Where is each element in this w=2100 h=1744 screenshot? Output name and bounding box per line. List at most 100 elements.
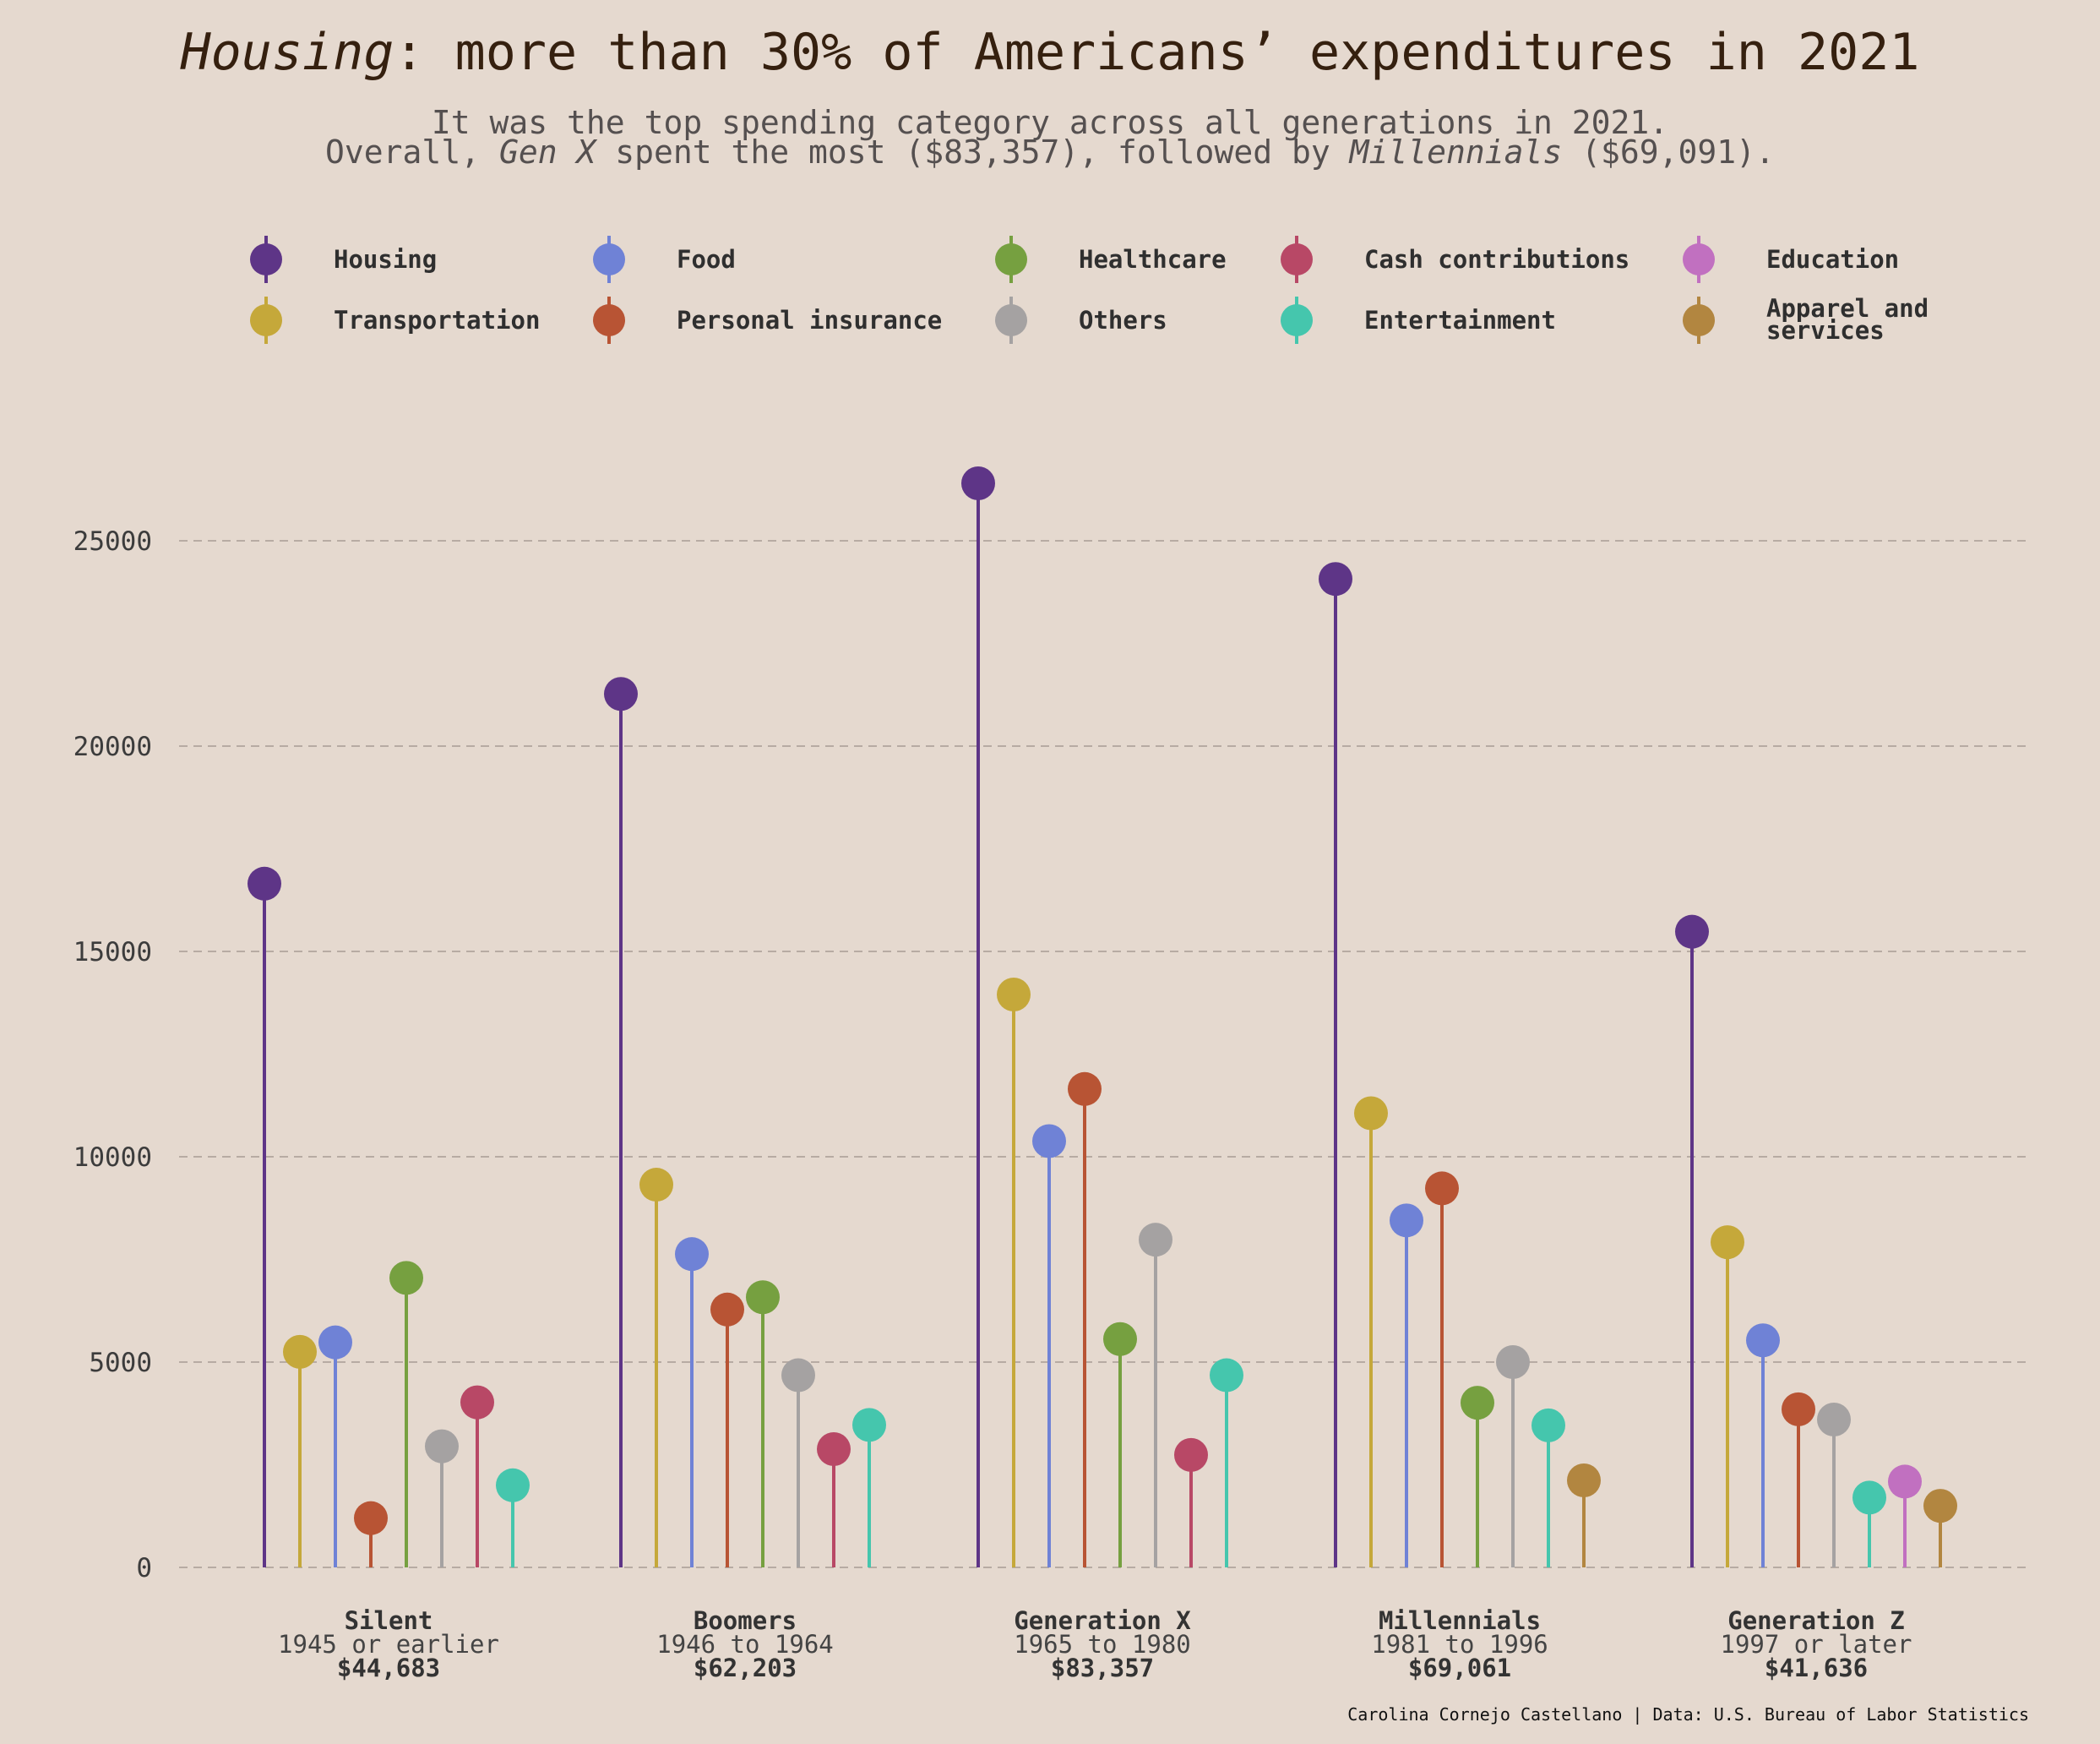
legend-dot (995, 243, 1027, 275)
point-transportation (1354, 1096, 1388, 1131)
legend-dot (1683, 304, 1715, 336)
legend-dot (593, 243, 625, 275)
legend-item-housing: Housing (250, 236, 437, 283)
point-cash-contributions (1174, 1437, 1208, 1472)
point-others (425, 1429, 459, 1463)
legend-label: Housing (334, 245, 437, 274)
point-entertainment (852, 1408, 886, 1442)
group-total: $83,357 (1051, 1654, 1154, 1682)
point-healthcare (1103, 1322, 1137, 1356)
y-tick-label: 10000 (73, 1142, 152, 1173)
group-total: $41,636 (1765, 1654, 1868, 1682)
legend-dot (1281, 243, 1313, 275)
legend-item-healthcare: Healthcare (995, 236, 1227, 283)
point-food (1746, 1323, 1780, 1358)
point-entertainment (1531, 1408, 1565, 1442)
legend-label: Entertainment (1364, 306, 1556, 335)
point-healthcare (389, 1261, 423, 1295)
source-caption: Carolina Cornejo Castellano | Data: U.S.… (1347, 1704, 2029, 1725)
legend-item-education: Education (1683, 236, 1899, 283)
legend-dot (995, 304, 1027, 336)
legend-item-entertainment: Entertainment (1281, 297, 1556, 344)
legend-dot (250, 243, 282, 275)
legend-item-transportation: Transportation (250, 297, 540, 344)
legend-dot (250, 304, 282, 336)
subtitle-gen-x: Gen X (499, 134, 598, 171)
y-tick-label: 25000 (73, 526, 152, 557)
subtitle-line-2: Overall, Gen X spent the most ($83,357),… (325, 134, 1775, 171)
point-housing (1319, 562, 1352, 597)
group-name: Boomers (694, 1606, 797, 1635)
y-tick-label: 5000 (89, 1348, 152, 1378)
point-entertainment (1210, 1358, 1243, 1392)
point-personal-insurance (1068, 1071, 1102, 1106)
point-housing (961, 466, 995, 500)
legend-label: Apparel and services (1766, 294, 1929, 345)
point-personal-insurance (1425, 1171, 1459, 1206)
legend-dot (1281, 304, 1313, 336)
y-tick-label: 0 (136, 1553, 152, 1583)
marks (248, 466, 1957, 1567)
subtitle-part: ($69,091). (1562, 134, 1775, 171)
group-generation-z (1675, 914, 1957, 1567)
legend-label: Healthcare (1079, 245, 1227, 274)
point-cash-contributions (460, 1385, 494, 1420)
legend-dot (593, 304, 625, 336)
point-housing (604, 677, 638, 711)
group-boomers (604, 677, 886, 1567)
title-emphasis: Housing (179, 23, 394, 82)
group-total: $62,203 (694, 1654, 797, 1682)
group-total: $44,683 (337, 1654, 440, 1682)
group-total: $69,061 (1408, 1654, 1511, 1682)
group-years: 1965 to 1980 (1014, 1630, 1191, 1659)
point-apparel-and-services (1923, 1489, 1957, 1523)
group-years: 1946 to 1964 (656, 1630, 834, 1659)
legend-label: Others (1079, 306, 1167, 335)
point-food (675, 1237, 709, 1272)
point-education (1888, 1464, 1922, 1499)
y-tick-label: 15000 (73, 937, 152, 967)
y-tick-label: 20000 (73, 732, 152, 762)
point-entertainment (496, 1468, 530, 1502)
point-transportation (639, 1168, 673, 1202)
point-food (1032, 1124, 1066, 1158)
subtitle-millennials: Millennials (1348, 134, 1563, 171)
group-name: Generation Z (1727, 1606, 1905, 1635)
legend-dot (1683, 243, 1715, 275)
group-name: Generation X (1014, 1606, 1191, 1635)
legend-label: Personal insurance (677, 306, 942, 335)
legend-label: Food (677, 245, 736, 274)
point-cash-contributions (817, 1432, 851, 1467)
group-years: 1997 or later (1721, 1630, 1912, 1659)
legend: Housing Food Healthcare Cash contributions E… (250, 236, 1929, 345)
group-name: Silent (345, 1606, 433, 1635)
point-personal-insurance (710, 1292, 744, 1327)
chart-title: Housing: more than 30% of Americans’ exp… (179, 23, 1919, 82)
point-personal-insurance (1782, 1392, 1815, 1426)
legend-item-others: Others (995, 297, 1167, 344)
point-others (1496, 1345, 1530, 1379)
legend-item-personal-insurance: Personal insurance (593, 297, 942, 344)
legend-label: Cash contributions (1364, 245, 1629, 274)
title-rest: : more than 30% of Americans’ expenditur… (394, 23, 1919, 82)
point-healthcare (746, 1280, 780, 1315)
legend-label: Transportation (334, 306, 540, 335)
group-years: 1945 or earlier (278, 1630, 499, 1659)
grid: 0 5000 10000 15000 20000 25000 (73, 526, 2029, 1583)
subtitle-part: spent the most ($83,357), followed by (596, 134, 1349, 171)
legend-item-food: Food (593, 236, 736, 283)
legend-item-cash-contributions: Cash contributions (1281, 236, 1629, 283)
group-years: 1981 to 1996 (1371, 1630, 1548, 1659)
point-others (781, 1358, 815, 1392)
legend-label: Education (1766, 245, 1899, 274)
point-others (1817, 1403, 1851, 1437)
group-name: Millennials (1379, 1606, 1541, 1635)
point-transportation (1711, 1225, 1744, 1260)
point-housing (1675, 914, 1709, 949)
point-entertainment (1852, 1480, 1886, 1515)
point-healthcare (1461, 1386, 1494, 1420)
group-millennials (1319, 562, 1601, 1567)
point-housing (248, 866, 281, 901)
group-generation-x (961, 466, 1243, 1567)
